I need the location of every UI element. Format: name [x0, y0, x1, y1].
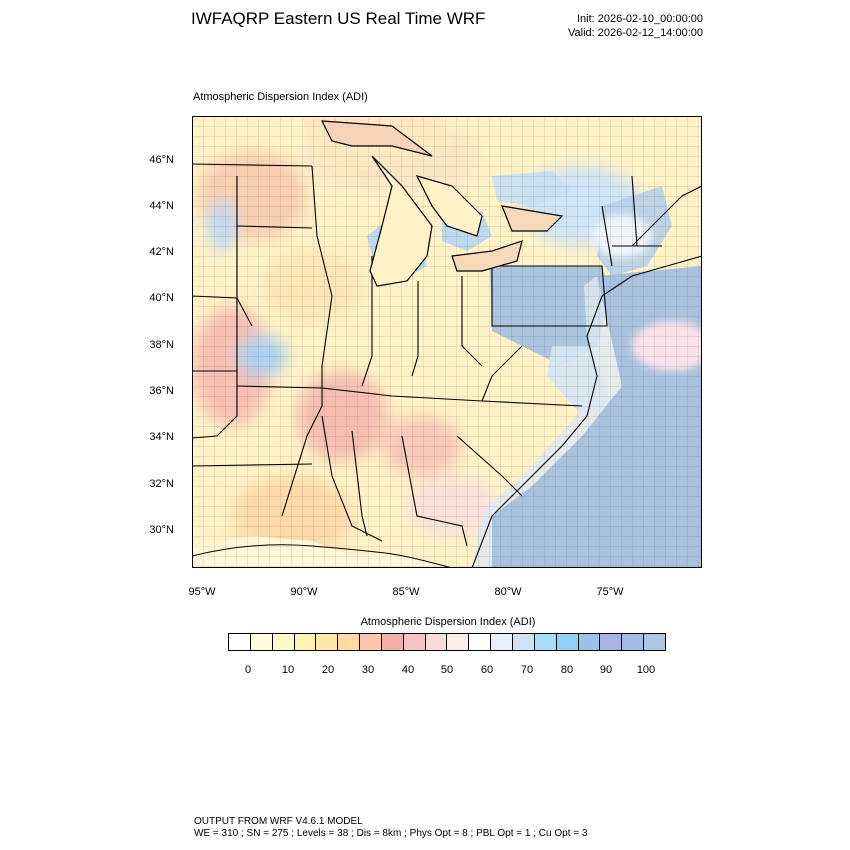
lon-label-95w: 95°W: [188, 586, 216, 598]
lat-label-38n: 38°N: [149, 339, 174, 351]
colorbar-swatch: [381, 634, 404, 650]
footer-config-line: WE = 310 ; SN = 275 ; Levels = 38 ; Dis …: [194, 828, 588, 839]
colorbar-swatch: [250, 634, 273, 650]
lat-label-30n: 30°N: [149, 524, 174, 536]
valid-time: Valid: 2026-02-12_14:00:00: [568, 27, 703, 39]
colorbar-tick: 40: [401, 664, 415, 676]
colorbar-tick: 10: [281, 664, 295, 676]
colorbar-tick: 100: [636, 664, 656, 676]
colorbar-swatch: [229, 634, 251, 650]
lon-label-80w: 80°W: [494, 586, 522, 598]
lat-label-44n: 44°N: [149, 200, 174, 212]
colorbar-swatch: [425, 634, 448, 650]
colorbar-swatch: [360, 634, 382, 650]
colorbar-tick: 30: [361, 664, 375, 676]
colorbar-tick: 70: [520, 664, 534, 676]
colorbar-swatch: [578, 634, 601, 650]
colorbar-swatch: [338, 634, 361, 650]
colorbar-swatch: [644, 634, 665, 650]
colorbar-swatch: [491, 634, 513, 650]
adi-map: [192, 116, 702, 568]
colorbar-tick: 20: [321, 664, 335, 676]
colorbar-tick: 0: [244, 664, 252, 676]
plot-label: Atmospheric Dispersion Index (ADI): [193, 91, 368, 103]
colorbar-swatch: [622, 634, 645, 650]
lat-label-40n: 40°N: [149, 292, 174, 304]
lon-label-90w: 90°W: [290, 586, 318, 598]
colorbar-tick: 60: [480, 664, 494, 676]
colorbar-tick: 80: [560, 664, 574, 676]
main-title: IWFAQRP Eastern US Real Time WRF: [191, 9, 486, 28]
colorbar-tick: 90: [599, 664, 613, 676]
colorbar-swatch: [600, 634, 623, 650]
lat-label-32n: 32°N: [149, 478, 174, 490]
colorbar-swatch: [403, 634, 426, 650]
lat-label-34n: 34°N: [149, 431, 174, 443]
lat-label-46n: 46°N: [149, 154, 174, 166]
colorbar-swatch: [294, 634, 317, 650]
footer-model-line: OUTPUT FROM WRF V4.6.1 MODEL: [194, 816, 363, 827]
colorbar-swatch: [512, 634, 535, 650]
colorbar-swatch: [272, 634, 295, 650]
colorbar: [228, 633, 666, 651]
lat-label-42n: 42°N: [149, 246, 174, 258]
colorbar-swatch: [447, 634, 470, 650]
colorbar-tick: 50: [440, 664, 454, 676]
colorbar-swatch: [469, 634, 492, 650]
init-time: Init: 2026-02-10_00:00:00: [577, 13, 703, 25]
colorbar-swatch: [556, 634, 579, 650]
lon-label-75w: 75°W: [596, 586, 624, 598]
colorbar-swatch: [316, 634, 339, 650]
colorbar-title: Atmospheric Dispersion Index (ADI): [360, 616, 536, 628]
lon-label-85w: 85°W: [392, 586, 420, 598]
colorbar-swatch: [534, 634, 557, 650]
lat-label-36n: 36°N: [149, 385, 174, 397]
